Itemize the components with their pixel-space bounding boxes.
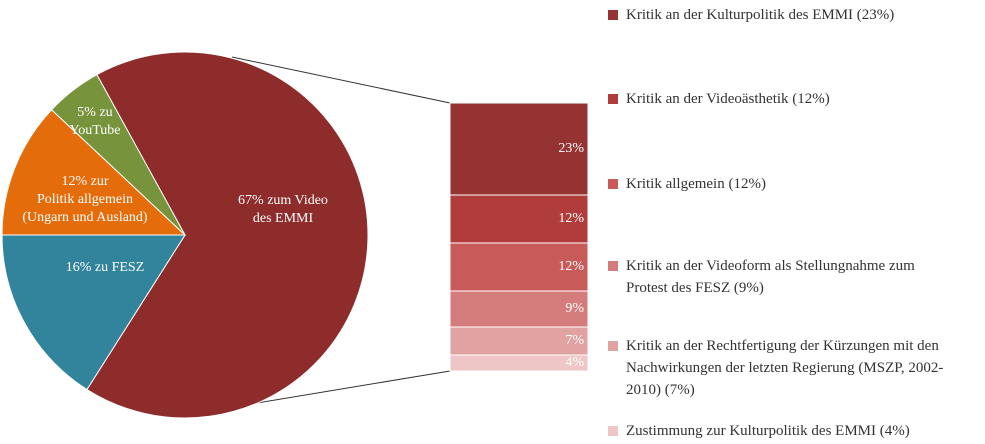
value-label: 12%	[558, 259, 584, 274]
slice-label: Politik allgemein	[37, 192, 133, 207]
legend-item: Kritik allgemein (12%)	[608, 173, 953, 195]
value-label: 23%	[558, 141, 584, 156]
pie-slice	[50, 73, 186, 236]
legend-swatch	[608, 341, 618, 351]
legend-swatch	[608, 10, 618, 20]
pie-slice	[1, 109, 187, 236]
legend-label: Zustimmung zur Kulturpolitik des EMMI (4…	[626, 423, 910, 439]
slice-label: 5% zu	[77, 105, 112, 120]
connector-line	[231, 56, 451, 104]
value-label: 4%	[565, 355, 584, 370]
slice-label: des EMMI	[253, 211, 314, 226]
bar-segment	[449, 326, 589, 356]
legend-item: Kritik an der Kulturpolitik des EMMI (23…	[608, 4, 953, 26]
slice-label: 16% zu FESZ	[66, 260, 145, 275]
legend-label: Kritik an der Videoform als Stellungnahm…	[626, 258, 915, 296]
slice-label: 12% zur	[61, 174, 108, 189]
value-label: 12%	[558, 211, 584, 226]
pie-slice	[1, 234, 186, 391]
connector-line	[244, 370, 451, 406]
pie-slice	[86, 51, 369, 419]
legend-label: Kritik an der Kulturpolitik des EMMI (23…	[626, 7, 895, 23]
slice-label: 67% zum Video	[238, 193, 328, 208]
legend-item: Kritik an der Videoform als Stellungnahm…	[608, 255, 953, 299]
legend-label: Kritik allgemein (12%)	[626, 176, 766, 192]
legend-label: Kritik an der Rechtfertigung der Kürzung…	[626, 338, 944, 398]
legend-swatch	[608, 261, 618, 271]
legend-item: Zustimmung zur Kulturpolitik des EMMI (4…	[608, 420, 953, 442]
bar-segment	[449, 194, 589, 244]
slice-label: YouTube	[70, 123, 121, 138]
value-label: 7%	[565, 333, 584, 348]
bar-segment	[449, 354, 589, 372]
value-label: 9%	[565, 301, 584, 316]
legend-swatch	[608, 179, 618, 189]
legend-swatch	[608, 426, 618, 436]
legend-item: Kritik an der Videoästhetik (12%)	[608, 88, 953, 110]
legend-swatch	[608, 94, 618, 104]
legend-item: Kritik an der Rechtfertigung der Kürzung…	[608, 335, 953, 401]
slice-label: (Ungarn und Ausland)	[22, 210, 148, 225]
legend-label: Kritik an der Videoästhetik (12%)	[626, 91, 830, 107]
